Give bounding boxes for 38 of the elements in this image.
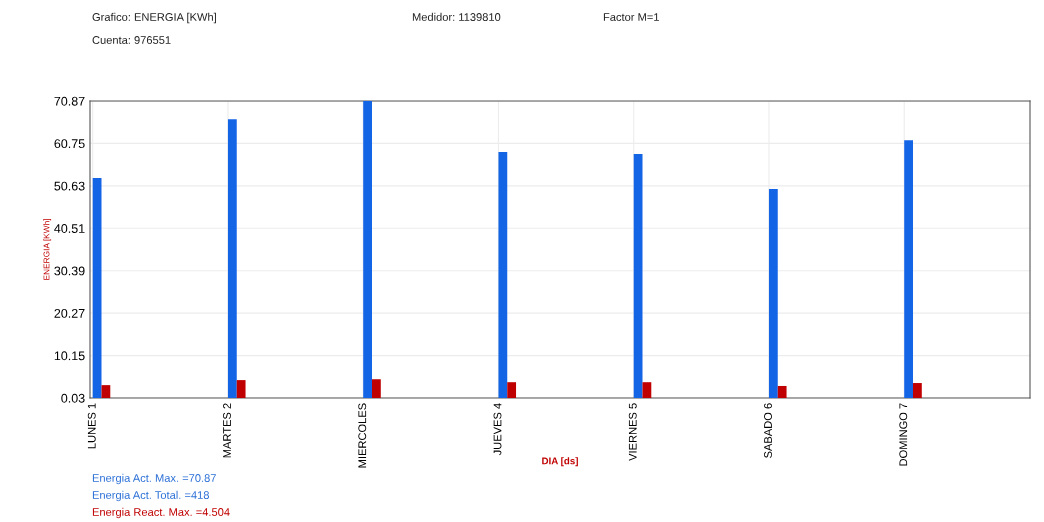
text: Energia Act. Total. =418 bbox=[92, 490, 209, 502]
bar bbox=[92, 178, 102, 398]
x-tick-label: MARTES 2 bbox=[223, 403, 231, 458]
bar bbox=[227, 119, 237, 398]
y-tick-label: 30.39 bbox=[54, 266, 85, 276]
bar bbox=[236, 380, 246, 398]
text: Energia Act. Max. =70.87 bbox=[92, 473, 216, 485]
bar bbox=[633, 154, 643, 398]
y-tick-label: 20.27 bbox=[54, 308, 85, 318]
x-tick-label: MIERCOLES bbox=[358, 403, 367, 468]
bar bbox=[777, 385, 787, 398]
x-tick-label: DOMINGO 7 bbox=[899, 403, 908, 466]
text: Grafico: ENERGIA [KWh] bbox=[92, 12, 216, 24]
y-tick-label: 70.87 bbox=[54, 96, 85, 106]
text: Factor M=1 bbox=[603, 13, 659, 21]
bar bbox=[363, 101, 372, 398]
y-tick-label: 50.63 bbox=[54, 181, 85, 191]
bar bbox=[507, 382, 517, 398]
y-tick-label: 40.51 bbox=[54, 224, 85, 233]
y-tick-label: 60.75 bbox=[54, 139, 85, 149]
x-axis-title: DIA [ds] bbox=[542, 457, 578, 467]
bar bbox=[913, 383, 922, 398]
bar bbox=[904, 140, 914, 398]
bar bbox=[372, 379, 381, 398]
bar bbox=[642, 382, 652, 398]
y-axis-title: ENERGIA [KWh] bbox=[43, 219, 52, 280]
bar bbox=[101, 385, 111, 398]
text: Energia React. Max. =4.504 bbox=[92, 507, 230, 519]
x-tick-label: VIERNES 5 bbox=[628, 403, 637, 461]
y-tick-label: 10.15 bbox=[54, 351, 85, 361]
x-tick-label: LUNES 1 bbox=[87, 403, 96, 449]
bar bbox=[768, 188, 778, 398]
bar bbox=[498, 152, 508, 398]
y-tick-label: 0.03 bbox=[61, 393, 85, 403]
x-tick-label: SABADO 6 bbox=[764, 403, 772, 458]
text: Cuenta: 976551 bbox=[92, 36, 171, 44]
text: Medidor: 1139810 bbox=[412, 12, 501, 21]
x-tick-label: JUEVES 4 bbox=[493, 403, 502, 456]
